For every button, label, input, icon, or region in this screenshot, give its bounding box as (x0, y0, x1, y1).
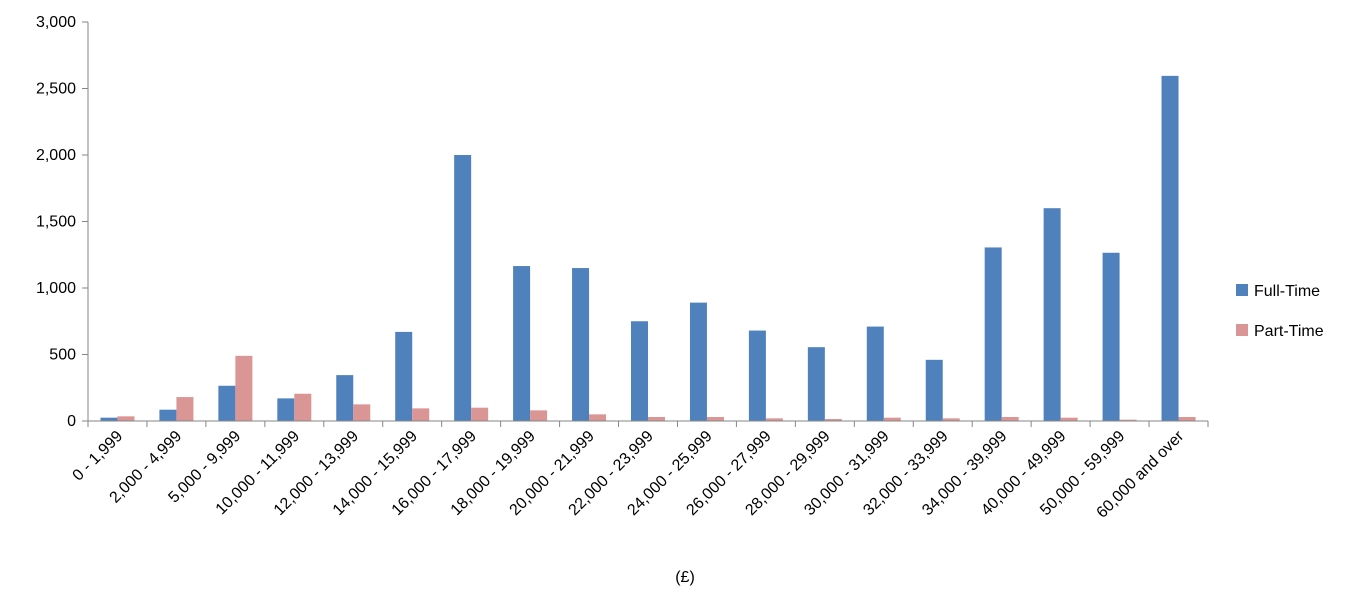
bar-full-time (572, 268, 590, 421)
bar-part-time (176, 397, 194, 421)
bars (100, 75, 1196, 422)
x-tick-label: 0 - 1,999 (70, 428, 127, 485)
legend-label: Part-Time (1254, 323, 1324, 340)
bar-full-time (925, 359, 943, 421)
bar-part-time (294, 393, 312, 421)
bar-part-time (883, 417, 901, 421)
bar-full-time (454, 155, 472, 421)
bar-part-time (765, 418, 783, 421)
y-tick-label: 0 (67, 413, 76, 430)
bar-part-time (1119, 419, 1137, 421)
bar-full-time (218, 385, 236, 421)
bar-full-time (277, 398, 295, 421)
y-tick-label: 2,000 (36, 147, 76, 164)
bar-full-time (1161, 75, 1179, 422)
bar-part-time (412, 408, 430, 421)
bar-full-time (1043, 208, 1061, 421)
bar-part-time (1178, 417, 1196, 421)
legend-label: Full-Time (1254, 283, 1320, 300)
bar-part-time (942, 418, 960, 421)
bar-part-time (824, 419, 842, 421)
bar-full-time (689, 302, 707, 421)
y-axis: 0 500 1,000 1,500 2,000 2,500 3,000 (36, 14, 89, 430)
legend-swatch (1236, 324, 1248, 336)
bar-part-time (235, 355, 253, 421)
bar-part-time (706, 417, 724, 421)
bar-full-time (159, 409, 177, 421)
bar-full-time (866, 326, 884, 421)
x-axis-title: (£) (675, 569, 695, 586)
bar-part-time (353, 404, 371, 421)
bar-part-time (1060, 417, 1078, 421)
bar-full-time (631, 321, 648, 421)
legend-swatch (1236, 284, 1248, 296)
bar-full-time (336, 375, 354, 421)
bar-part-time (648, 417, 665, 421)
bar-full-time (748, 330, 766, 421)
bar-full-time (395, 331, 413, 421)
bar-part-time (117, 416, 135, 421)
bar-part-time (471, 407, 489, 421)
legend: Full-Time Part-Time (1236, 283, 1324, 340)
bar-part-time (1001, 417, 1019, 421)
bar-full-time (513, 266, 531, 421)
y-tick-label: 500 (49, 347, 76, 364)
y-tick-label: 2,500 (36, 81, 76, 98)
bar-full-time (100, 417, 118, 421)
y-tick-label: 1,500 (36, 214, 76, 231)
y-tick-label: 3,000 (36, 14, 76, 31)
bar-full-time (1102, 252, 1120, 421)
bar-part-time (530, 410, 548, 421)
bar-full-time (984, 247, 1002, 421)
bar-full-time (807, 347, 825, 421)
y-tick-label: 1,000 (36, 280, 76, 297)
bar-part-time (589, 414, 607, 421)
